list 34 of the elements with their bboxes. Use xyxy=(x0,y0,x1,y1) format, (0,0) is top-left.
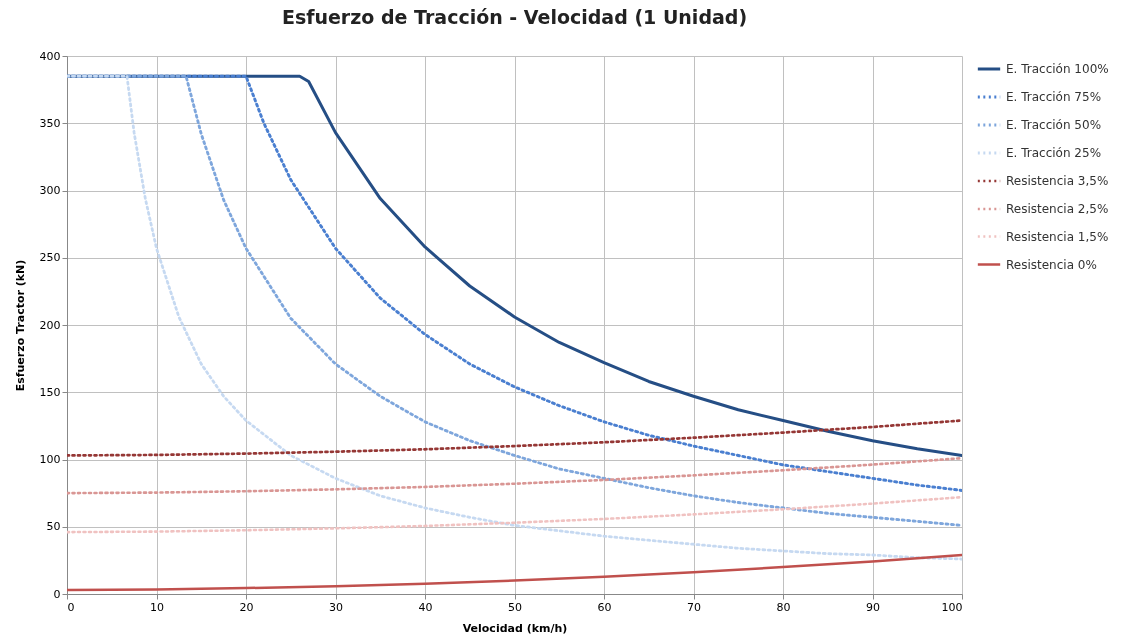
x-tick-label: 90 xyxy=(866,600,880,614)
chart-title: Esfuerzo de Tracción - Velocidad (1 Unidad) xyxy=(281,6,748,28)
x-tick-label: 60 xyxy=(597,600,612,614)
x-tick-label: 10 xyxy=(150,600,164,614)
legend-label: E. Tracción 75% xyxy=(1006,90,1102,104)
y-tick-label: 150 xyxy=(39,385,61,399)
line-series xyxy=(67,456,962,495)
legend-label: E. Tracción 25% xyxy=(1006,146,1102,160)
legend-label: Resistencia 2,5% xyxy=(1006,202,1109,216)
y-tick-label: 250 xyxy=(39,251,61,265)
x-tick-label: 100 xyxy=(941,600,963,614)
y-tick-label: 0 xyxy=(53,587,61,601)
y-tick-label: 350 xyxy=(39,116,61,130)
y-tick-label: 200 xyxy=(39,318,61,332)
x-tick-label: 40 xyxy=(418,600,433,614)
legend-label: E. Tracción 100% xyxy=(1006,62,1109,76)
y-tick-label: 300 xyxy=(39,184,61,197)
legend-label: Resistencia 3,5% xyxy=(1006,174,1109,188)
y-tick-label: 400 xyxy=(39,49,61,63)
x-tick-label: 30 xyxy=(329,600,343,614)
legend-label: E. Tracción 50% xyxy=(1006,118,1102,132)
x-tick-label: 50 xyxy=(508,600,522,614)
x-tick-label: 20 xyxy=(239,600,254,614)
legend-label: Resistencia 1,5% xyxy=(1006,229,1109,244)
x-tick-label: 0 xyxy=(67,600,75,614)
x-axis-title: Velocidad (km/h) xyxy=(462,621,568,635)
y-tick-label: 50 xyxy=(46,520,61,534)
legend-label: Resistencia 0% xyxy=(1006,257,1097,272)
y-axis-title: Esfuerzo Tractor (kN) xyxy=(13,259,27,392)
line-series xyxy=(67,495,962,534)
line-series xyxy=(67,419,962,457)
x-tick-label: 70 xyxy=(687,600,701,614)
x-tick-label: 80 xyxy=(776,600,791,614)
y-tick-label: 100 xyxy=(39,453,61,466)
